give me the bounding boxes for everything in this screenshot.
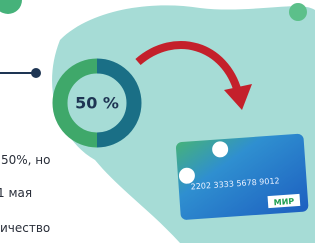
text-line: 1 мая	[0, 186, 32, 200]
card-body	[176, 133, 309, 220]
card-brand: МИР	[273, 197, 294, 207]
infographic: 50 % 2202 3333 5678 9012 МИР 50%, но 1 м…	[0, 0, 315, 243]
decor-circle	[0, 0, 22, 14]
text-line: 50%, но	[1, 153, 51, 167]
card: 2202 3333 5678 9012 МИР	[176, 133, 309, 220]
donut-label: 50 %	[75, 94, 119, 113]
decor-circle	[289, 3, 307, 21]
connector-dot	[31, 68, 41, 78]
text-line: ичество	[0, 221, 50, 235]
